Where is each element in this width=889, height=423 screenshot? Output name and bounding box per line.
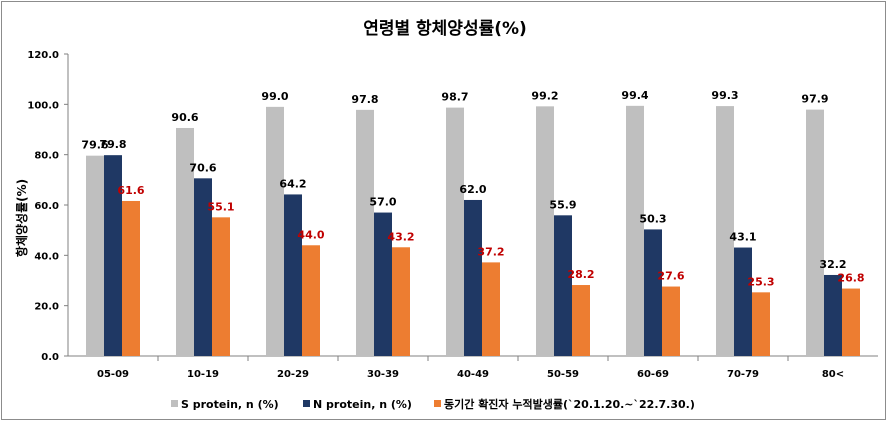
data-label: 32.2 bbox=[819, 258, 846, 271]
bar bbox=[284, 194, 302, 356]
data-label: 99.0 bbox=[261, 90, 288, 103]
legend-swatch bbox=[434, 400, 441, 407]
data-label: 28.2 bbox=[567, 268, 594, 281]
data-label: 61.6 bbox=[117, 184, 144, 197]
y-tick-label: 80.0 bbox=[34, 151, 59, 162]
data-label: 99.3 bbox=[711, 89, 738, 102]
bar bbox=[734, 247, 752, 356]
legend-label: 동기간 확진자 누적발생률(`20.1.20.~`22.7.30.) bbox=[444, 397, 695, 411]
x-tick-label: 05-09 bbox=[97, 369, 129, 380]
data-label: 97.9 bbox=[801, 93, 828, 106]
data-label: 55.1 bbox=[207, 200, 234, 213]
legend: S protein, n (%) N protein, n (%) 동기간 확진자 … bbox=[171, 397, 695, 411]
x-tick-label: 50-59 bbox=[547, 369, 579, 380]
bar bbox=[266, 106, 284, 356]
bar bbox=[716, 106, 734, 356]
bar bbox=[644, 229, 662, 356]
y-tick-label: 60.0 bbox=[34, 201, 59, 212]
data-label: 79.6 bbox=[81, 139, 108, 152]
bar bbox=[842, 288, 860, 356]
bar bbox=[104, 155, 122, 356]
data-label: 90.6 bbox=[171, 111, 198, 124]
bar bbox=[302, 245, 320, 356]
bar bbox=[752, 292, 770, 356]
y-tick-label: 40.0 bbox=[34, 251, 59, 262]
data-label: 37.2 bbox=[477, 245, 504, 258]
data-label: 99.2 bbox=[531, 89, 558, 102]
x-tick-label: 80< bbox=[822, 369, 844, 380]
data-label: 57.0 bbox=[369, 196, 396, 209]
bar bbox=[176, 127, 194, 357]
legend-label: N protein, n (%) bbox=[313, 398, 412, 411]
bar bbox=[806, 109, 824, 356]
y-tick-label: 20.0 bbox=[34, 302, 59, 313]
data-label: 43.2 bbox=[387, 230, 414, 243]
bar bbox=[392, 247, 410, 356]
bar bbox=[536, 106, 554, 356]
bar bbox=[374, 212, 392, 356]
data-label: 97.8 bbox=[351, 93, 378, 106]
data-label: 27.6 bbox=[657, 270, 684, 283]
data-label: 64.2 bbox=[279, 177, 306, 190]
data-label: 50.3 bbox=[639, 212, 666, 225]
bar bbox=[482, 262, 500, 356]
x-tick-label: 70-79 bbox=[727, 369, 759, 380]
data-label: 62.0 bbox=[459, 183, 486, 196]
data-label: 25.3 bbox=[747, 275, 774, 288]
x-tick-label: 10-19 bbox=[187, 369, 219, 380]
legend-swatch bbox=[171, 400, 178, 407]
data-label: 26.8 bbox=[837, 272, 864, 285]
chart-title: 연령별 항체양성률(%) bbox=[363, 18, 527, 39]
bar bbox=[572, 285, 590, 356]
x-tick-label: 40-49 bbox=[457, 369, 489, 380]
y-axis-label: 항체양성률(%) bbox=[14, 179, 29, 257]
bar bbox=[86, 155, 104, 356]
legend-swatch bbox=[303, 400, 310, 407]
plot-area: 0.0 20.0 40.0 60.0 80.0 100.0 120.0 05-09 79.679… bbox=[27, 50, 878, 380]
data-label: 79.8 bbox=[99, 138, 126, 151]
bar bbox=[194, 178, 212, 356]
bar bbox=[356, 109, 374, 357]
bar bbox=[212, 217, 230, 356]
bar bbox=[464, 199, 482, 356]
bar bbox=[554, 215, 572, 356]
data-label: 55.9 bbox=[549, 198, 576, 211]
data-label: 70.6 bbox=[189, 161, 216, 174]
legend-label: S protein, n (%) bbox=[181, 398, 279, 411]
x-tick-label: 20-29 bbox=[277, 369, 309, 380]
bar bbox=[446, 107, 464, 356]
y-tick-label: 0.0 bbox=[41, 352, 59, 363]
bar bbox=[824, 274, 842, 356]
data-label: 43.1 bbox=[729, 231, 756, 244]
data-label: 99.4 bbox=[621, 89, 648, 102]
x-tick-label: 30-39 bbox=[367, 369, 399, 380]
y-tick-label: 100.0 bbox=[27, 100, 59, 111]
bar bbox=[122, 200, 140, 356]
x-tick-label: 60-69 bbox=[637, 369, 669, 380]
bar bbox=[662, 286, 680, 356]
data-label: 98.7 bbox=[441, 91, 468, 104]
y-tick-label: 120.0 bbox=[27, 50, 59, 61]
data-label: 44.0 bbox=[297, 228, 324, 241]
bar bbox=[626, 105, 644, 357]
